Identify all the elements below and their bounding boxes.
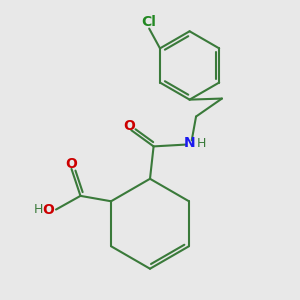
Text: N: N xyxy=(184,136,195,150)
Text: O: O xyxy=(42,202,54,217)
Text: O: O xyxy=(124,118,135,133)
Text: H: H xyxy=(196,137,206,150)
Text: O: O xyxy=(65,157,77,171)
Text: H: H xyxy=(33,203,43,216)
Text: Cl: Cl xyxy=(142,15,157,29)
